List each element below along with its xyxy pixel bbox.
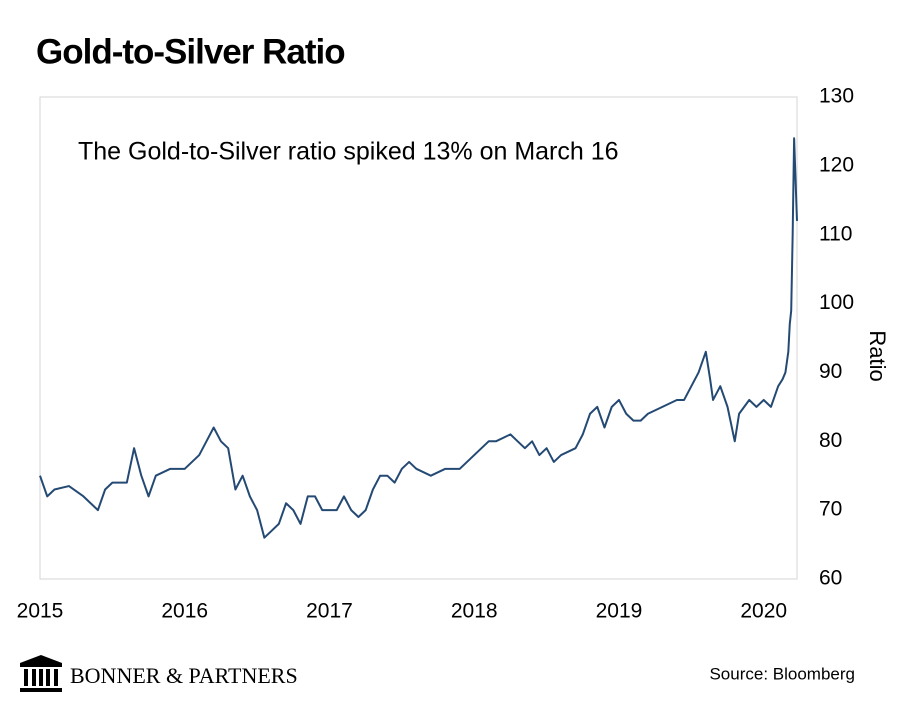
- x-tick-label: 2018: [451, 600, 498, 623]
- source: Source: Bloomberg: [709, 664, 855, 683]
- logo-icon: [39, 669, 43, 686]
- logo-icon: [20, 663, 62, 667]
- logo-icon: [20, 688, 62, 692]
- y-tick-label: 100: [819, 291, 854, 314]
- x-tick-label: 2016: [161, 600, 208, 623]
- y-tick-label: 70: [819, 498, 842, 521]
- y-tick-label: 130: [819, 85, 854, 108]
- y-tick-label: 80: [819, 429, 842, 452]
- logo: [20, 655, 62, 692]
- y-tick-label: 110: [819, 222, 852, 245]
- y-tick-label: 60: [819, 567, 842, 590]
- annotation: The Gold-to-Silver ratio spiked 13% on M…: [78, 138, 619, 166]
- plot-frame: [39, 96, 798, 580]
- x-tick-label: 2019: [596, 600, 643, 623]
- logo-icon: [32, 669, 36, 686]
- brand: BONNER & PARTNERS: [70, 663, 298, 688]
- logo-icon: [20, 655, 62, 663]
- x-tick-label: 2020: [740, 600, 787, 623]
- x-tick-label: 2015: [17, 600, 64, 623]
- logo-icon: [46, 669, 50, 686]
- chart-title: Gold-to-Silver Ratio: [36, 32, 345, 71]
- line: [39, 137, 798, 539]
- logo-icon: [54, 669, 58, 686]
- logo-icon: [24, 669, 28, 686]
- y-tick-label: 90: [819, 360, 842, 383]
- y-axis-label: Ratio: [865, 330, 890, 381]
- y-tick-label: 120: [819, 153, 854, 176]
- x-tick-label: 2017: [306, 600, 353, 623]
